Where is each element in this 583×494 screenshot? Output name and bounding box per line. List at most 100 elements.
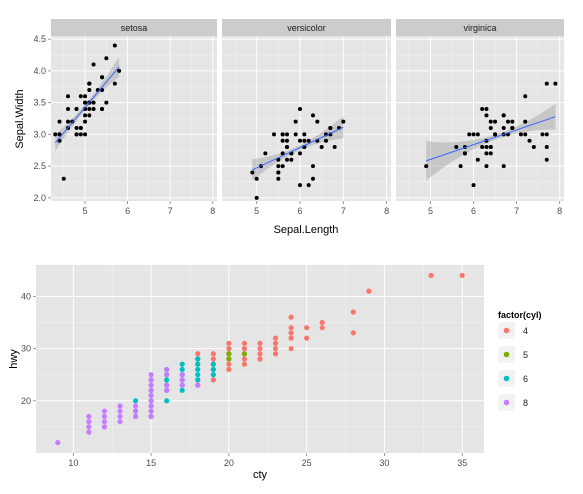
x-tick-label: 8 (210, 206, 215, 216)
data-point (293, 119, 298, 124)
x-tick-label: 5 (428, 206, 433, 216)
data-point-cyl-4 (257, 356, 263, 362)
data-point-cyl-4 (288, 335, 294, 341)
data-point (484, 145, 489, 150)
legend-label: 8 (523, 398, 528, 408)
data-point (544, 81, 549, 86)
data-point (493, 132, 498, 137)
data-point-cyl-6 (179, 387, 185, 393)
data-point (250, 170, 255, 175)
data-point-cyl-4 (241, 361, 248, 367)
x-tick-label: 20 (224, 458, 234, 468)
data-point (280, 138, 285, 143)
data-point-cyl-8 (164, 366, 170, 373)
data-point (484, 151, 489, 156)
legend-key-dot (503, 399, 510, 406)
data-point (276, 157, 281, 162)
data-point (527, 138, 532, 143)
facet-label-versicolor: versicolor (287, 23, 326, 33)
y-tick-label: 2.0 (33, 193, 46, 203)
legend: factor(cyl) 4 5 6 8 (497, 310, 542, 412)
regression-line (54, 66, 120, 144)
data-point (488, 126, 493, 131)
data-points (55, 272, 465, 446)
data-point-cyl-8 (148, 372, 154, 378)
panel-grid (51, 36, 217, 201)
data-point-cyl-4 (304, 325, 310, 331)
data-point (91, 106, 96, 111)
data-point (324, 138, 328, 143)
x-tick-label: 25 (302, 458, 312, 468)
panel-grid (396, 36, 564, 201)
data-point (61, 176, 66, 181)
data-point (540, 132, 545, 137)
data-point-cyl-4 (272, 351, 279, 357)
data-point-cyl-8 (148, 392, 154, 399)
data-point-cyl-8 (117, 419, 123, 425)
y-tick-label: 40 (21, 291, 31, 301)
y-axis: 20 30 40 (21, 291, 36, 406)
data-point (480, 145, 485, 150)
data-point (484, 164, 489, 169)
data-point (276, 170, 281, 175)
x-tick-label: 6 (471, 206, 476, 216)
legend-label: 5 (523, 350, 528, 360)
data-point-cyl-4 (272, 345, 279, 352)
data-point (280, 132, 285, 137)
data-point-cyl-8 (132, 408, 139, 414)
data-point-cyl-8 (148, 403, 154, 409)
data-point (488, 151, 493, 156)
data-point (100, 106, 105, 111)
facet-strip-setosa (51, 19, 217, 36)
data-point-cyl-6 (195, 361, 201, 367)
data-point-cyl-4 (272, 335, 279, 341)
x-tick-label: 10 (68, 458, 78, 468)
data-point (254, 195, 259, 200)
data-point (87, 106, 92, 111)
y-axis: 2.0 2.5 3.0 3.5 4.0 4.5 (33, 34, 51, 203)
data-point-cyl-4 (241, 356, 248, 362)
data-point (298, 138, 302, 143)
data-point (78, 94, 83, 99)
y-tick-label: 3.5 (33, 98, 46, 108)
data-point (319, 145, 324, 150)
data-point-cyl-6 (195, 356, 201, 362)
data-point (87, 81, 92, 86)
facet-panel-versicolor: versicolor (222, 19, 391, 201)
data-point (458, 164, 463, 169)
facet-panel-setosa: setosa (51, 19, 217, 201)
data-point (523, 132, 528, 137)
data-point-cyl-6 (195, 372, 201, 378)
data-point-cyl-8 (132, 413, 139, 420)
facet-panel-virginica: virginica (396, 19, 564, 201)
data-point-cyl-6 (179, 361, 185, 367)
data-point (66, 119, 71, 124)
data-point (254, 176, 259, 181)
data-point-cyl-8 (148, 398, 154, 404)
data-point (462, 151, 467, 156)
y-tick-label: 3.0 (33, 129, 46, 139)
data-point-cyl-4 (319, 325, 325, 331)
data-point-cyl-4 (288, 314, 294, 320)
x-tick-label: 6 (125, 206, 130, 216)
data-point (544, 132, 549, 137)
data-point-cyl-8 (148, 382, 154, 388)
y-tick-label: 4.5 (33, 34, 46, 44)
data-point (510, 126, 515, 131)
regression-line (252, 126, 344, 171)
iris-facet-chart: setosa versicolor virginica 2.0 2.5 3.0 3.5 (14, 19, 564, 236)
data-point (74, 132, 79, 137)
data-point (285, 157, 289, 162)
data-point-cyl-4 (257, 345, 263, 352)
data-point (531, 145, 536, 150)
data-point (74, 126, 79, 131)
data-point (332, 145, 337, 150)
data-point-cyl-4 (257, 351, 263, 357)
data-point-cyl-4 (304, 335, 310, 341)
data-point-cyl-4 (210, 377, 216, 383)
data-point-cyl-4 (226, 361, 232, 367)
data-point (83, 113, 88, 118)
data-point (302, 138, 307, 143)
y-tick-label: 30 (21, 344, 31, 354)
